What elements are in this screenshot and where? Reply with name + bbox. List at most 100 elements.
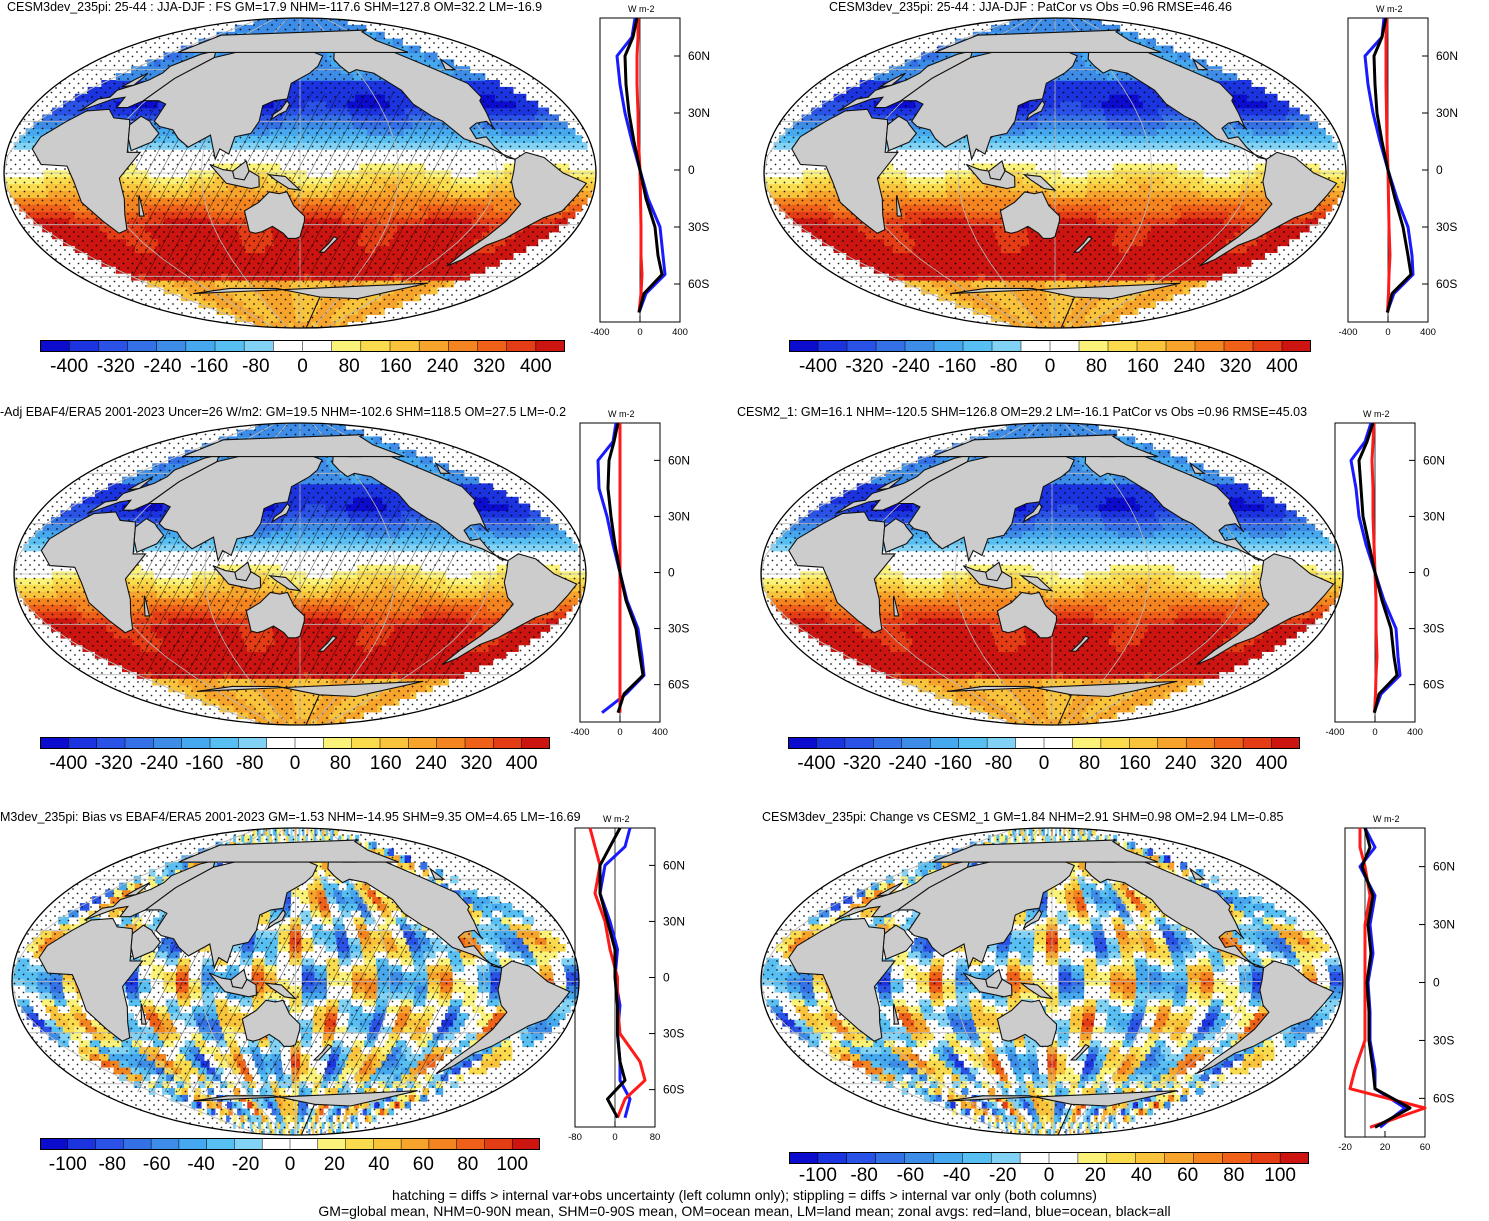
- colorbar-swatch: [904, 1152, 934, 1164]
- zonal-lat-label: 30N: [1433, 918, 1455, 932]
- zonal-mean-plot: W m-2 -400 0 400 60N 30N 0 30S 60S: [1338, 4, 1458, 338]
- colorbar-swatch: [1077, 1152, 1108, 1164]
- colorbar-swatch: [1193, 1152, 1223, 1164]
- colorbar: [788, 737, 1300, 749]
- colorbar-swatch: [214, 340, 245, 352]
- zonal-line-all: [623, 17, 664, 313]
- colorbar-swatch: [273, 340, 304, 352]
- colorbar-swatch: [873, 737, 903, 749]
- colorbar-swatch: [1019, 1152, 1050, 1164]
- landmass-madagascar: [895, 195, 903, 217]
- landmass-newguinea: [1019, 982, 1054, 1000]
- colorbar-swatch: [846, 340, 877, 352]
- colorbar-swatch: [448, 340, 479, 352]
- colorbar-swatch: [816, 737, 846, 749]
- colorbar-tick-label: 20: [323, 1154, 346, 1175]
- colorbar-swatch: [1136, 340, 1167, 352]
- colorbar-swatch: [1242, 737, 1273, 749]
- colorbar-swatch: [98, 340, 129, 352]
- colorbar-swatch: [986, 737, 1017, 749]
- colorbar-swatch: [127, 340, 158, 352]
- landmass-uk: [124, 882, 151, 897]
- colorbar-tick-label: 0: [1043, 1165, 1055, 1186]
- landmass-antarctica: [193, 1090, 418, 1135]
- landmass-namerica: [327, 858, 502, 969]
- zonal-line-all: [1357, 422, 1399, 714]
- zonal-x-tick-label: -80: [568, 1132, 582, 1143]
- world-map: [11, 827, 580, 1136]
- colorbar-tick-label: -80: [850, 1165, 878, 1186]
- colorbar-tick-label: 20: [1084, 1165, 1106, 1186]
- colorbar-tick-label: -160: [933, 753, 972, 774]
- colorbar-swatch: [289, 1138, 319, 1150]
- colorbar-swatch: [506, 340, 537, 352]
- colorbar-swatch: [345, 1138, 374, 1150]
- colorbar-tick-label: 0: [284, 1154, 296, 1175]
- zonal-x-tick-label: -400: [570, 727, 589, 738]
- colorbar-swatch: [1043, 737, 1073, 749]
- zonal-unit-label: W m-2: [1363, 409, 1390, 419]
- landmass-namerica: [1084, 452, 1264, 562]
- colorbar-swatch: [400, 1138, 430, 1150]
- landmass-asia: [896, 844, 1076, 970]
- landmass-antarctica: [193, 282, 428, 328]
- zonal-line-all: [598, 827, 627, 1119]
- colorbar-tick-label: -80: [242, 356, 270, 377]
- panel-title: M3dev_235pi: Bias vs EBAF4/ERA5 2001-202…: [0, 810, 581, 824]
- colorbar-tick-label: -100: [798, 1165, 837, 1186]
- landmass-antarctica: [196, 680, 424, 725]
- zonal-lat-label: 30S: [1436, 220, 1457, 234]
- landmass-newzealand: [318, 236, 339, 253]
- landmass-namerica: [333, 48, 516, 160]
- colorbar-tick-label: 0: [1044, 356, 1056, 377]
- zonal-x-tick-label: 60: [1420, 1142, 1431, 1153]
- zonal-lat-label: 30N: [663, 914, 685, 928]
- colorbar-swatch: [68, 340, 99, 352]
- zonal-lat-label: 0: [1423, 566, 1430, 580]
- zonal-line-land: [588, 827, 647, 1119]
- landmass-greenland: [428, 867, 446, 880]
- colorbar-swatch: [95, 1138, 124, 1150]
- landmass-africa: [791, 108, 900, 234]
- landmass-samerica: [1199, 151, 1338, 267]
- colorbar-tick-label: 160: [1126, 356, 1159, 377]
- landmass-australia: [996, 999, 1058, 1047]
- landmass-arabia: [882, 517, 915, 553]
- landmass-borneo: [234, 561, 252, 582]
- colorbar-tick-label: -160: [190, 356, 229, 377]
- panel-title: CESM2_1: GM=16.1 NHM=-120.5 SHM=126.8 OM…: [737, 405, 1308, 419]
- colorbar-tick-label: -80: [989, 356, 1018, 377]
- colorbar-swatch: [962, 1152, 992, 1164]
- landmass-japan: [266, 908, 287, 931]
- colorbar-swatch: [40, 340, 70, 352]
- colorbar-tick-label: -400: [797, 753, 836, 774]
- colorbar: [40, 1138, 540, 1150]
- colorbar-swatch: [493, 737, 523, 749]
- landmass-greenland: [934, 29, 1162, 53]
- zonal-x-tick-label: 0: [637, 327, 642, 338]
- zonal-unit-label: W m-2: [628, 4, 655, 14]
- colorbar-swatch: [379, 737, 409, 749]
- colorbar-swatch: [323, 737, 353, 749]
- colorbar-swatch: [844, 737, 874, 749]
- colorbar-tick-label: 80: [329, 753, 351, 774]
- zonal-lat-label: 0: [1433, 976, 1440, 990]
- colorbar-swatch: [266, 737, 296, 749]
- landmass-australia: [999, 191, 1061, 239]
- colorbar-swatch: [456, 1138, 485, 1150]
- colorbar-tick-label: 0: [289, 753, 301, 774]
- landmass-newguinea: [263, 982, 298, 1000]
- zonal-x-tick-label: 400: [672, 327, 688, 338]
- zonal-lat-label: 30N: [1423, 509, 1445, 523]
- colorbar-tick-label: 80: [1085, 356, 1107, 377]
- landmass-borneo: [231, 159, 250, 181]
- colorbar-swatch: [1107, 340, 1138, 352]
- landmass-newguinea: [267, 574, 302, 592]
- landmass-australia: [241, 999, 301, 1047]
- colorbar-swatch: [96, 737, 126, 749]
- zonal-lat-label: 60S: [663, 1083, 684, 1097]
- colorbar-tick-label: 400: [1266, 356, 1298, 377]
- zonal-lat-label: 60S: [1433, 1091, 1454, 1105]
- colorbar-swatch: [1223, 340, 1254, 352]
- colorbar-swatch: [1135, 1152, 1166, 1164]
